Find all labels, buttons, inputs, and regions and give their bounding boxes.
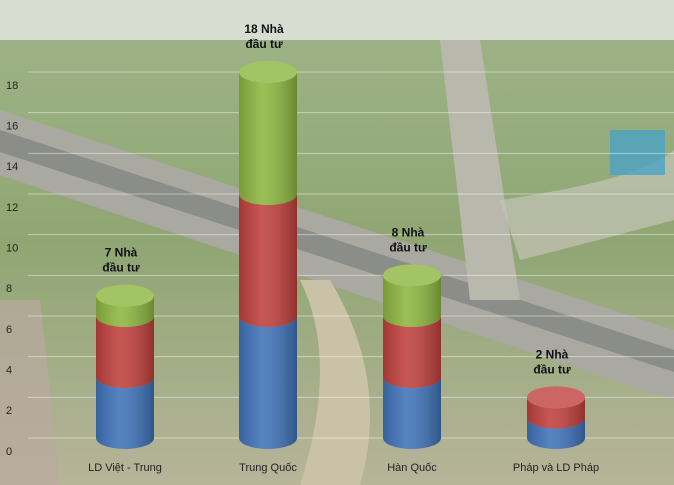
y-tick-label: 0 bbox=[6, 446, 12, 458]
cylinder-shade bbox=[239, 194, 297, 327]
cylinder-shade bbox=[96, 377, 154, 449]
y-tick-label: 4 bbox=[6, 365, 12, 377]
cylinder-shade bbox=[383, 275, 441, 327]
cylinder-top-highlight bbox=[96, 284, 154, 307]
cylinder-shade bbox=[383, 316, 441, 388]
cylinder-shade bbox=[527, 417, 585, 449]
total-label: 7 Nhà đầu tư bbox=[102, 246, 140, 275]
cylinder-top bbox=[96, 284, 154, 307]
x-tick-label: Trung Quốc bbox=[239, 462, 297, 474]
cylinder-top-highlight bbox=[239, 61, 297, 83]
cylinder-top bbox=[527, 386, 585, 409]
x-tick-label: Hàn Quốc bbox=[387, 462, 437, 474]
y-tick-label: 2 bbox=[6, 405, 12, 417]
total-label: 2 Nhà đầu tư bbox=[533, 348, 571, 377]
cylinder-shade bbox=[527, 397, 585, 429]
cylinder-shade bbox=[96, 316, 154, 388]
total-label: 8 Nhà đầu tư bbox=[389, 226, 427, 255]
x-tick-label: Pháp và LD Pháp bbox=[513, 462, 599, 474]
y-tick-label: 16 bbox=[6, 121, 18, 133]
y-tick-label: 14 bbox=[6, 161, 18, 173]
cylinder-top-highlight bbox=[383, 264, 441, 287]
x-tick-label: LD Việt - Trung bbox=[88, 462, 162, 474]
cylinder-shade bbox=[383, 377, 441, 449]
cylinder-shade bbox=[96, 295, 154, 327]
y-tick-label: 6 bbox=[6, 324, 12, 336]
cylinder-top bbox=[239, 61, 297, 83]
cylinder-top-highlight bbox=[527, 386, 585, 409]
y-tick-label: 10 bbox=[6, 243, 18, 255]
y-tick-label: 8 bbox=[6, 283, 12, 295]
y-tick-label: 18 bbox=[6, 80, 18, 92]
cylinder-shade bbox=[239, 72, 297, 205]
plot: 0 2 4 6 8 10 12 14 16 18 7 Nhà đầu tư LD Việt - Trun… bbox=[6, 22, 674, 474]
total-label: 18 Nhà đầu tư bbox=[244, 22, 284, 51]
cylinder-top bbox=[383, 264, 441, 287]
cylinder-shade bbox=[239, 316, 297, 449]
y-tick-label: 12 bbox=[6, 202, 18, 214]
